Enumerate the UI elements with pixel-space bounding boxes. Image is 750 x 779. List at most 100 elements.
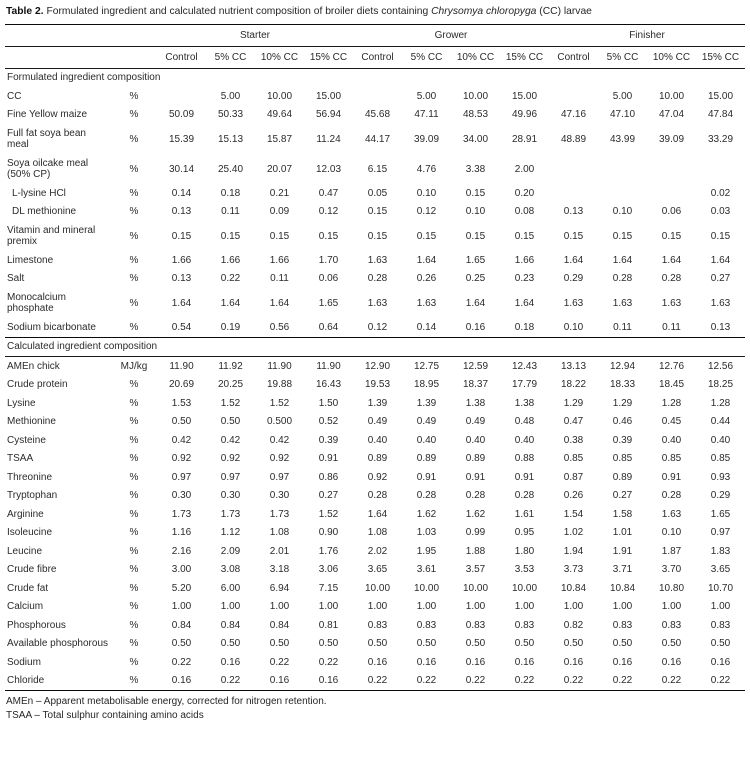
cell-value: 50.09 [168,109,195,121]
cell-value: 0.49 [465,416,486,428]
cell-value: 48.53 [462,109,489,121]
row-unit: % [129,675,139,687]
row-unit: % [129,90,139,102]
cell-value: 0.15 [563,230,584,242]
table-row: Threonine% 0.97 0.97 0.97 0.86 0.92 0.91 0.91 0.… [5,468,745,487]
cell-value: 0.45 [661,416,682,428]
cell-value: 0.16 [661,656,682,668]
cell-value: 44.17 [364,133,391,145]
cell-value: 39.09 [413,133,440,145]
row-label: Isoleucine [7,527,53,539]
cell-value: 1.64 [171,297,192,309]
cell-value: 0.16 [514,656,535,668]
cell-value: 18.25 [707,379,734,391]
cell-value: 1.65 [318,297,339,309]
cell-value: 0.22 [171,656,192,668]
diet-table-body: Formulated ingredient composition CC% 5.00… [5,68,745,691]
column-subheader: Control [353,46,402,69]
cell-value: 0.85 [612,453,633,465]
cell-value: 0.12 [416,206,437,218]
cell-value: 0.89 [612,471,633,483]
cell-value: 47.04 [658,109,685,121]
cell-value: 3.00 [171,564,192,576]
row-label: Limestone [7,254,54,266]
cell-value: 0.87 [563,471,584,483]
cell-value: 0.09 [269,206,290,218]
cell-value [598,154,647,184]
cell-value: 0.22 [661,675,682,687]
cell-value: 10.00 [658,90,685,102]
cell-value: 1.00 [220,601,241,613]
cell-value: 12.59 [462,360,489,372]
cell-value: 1.66 [220,254,241,266]
cell-value: 12.56 [707,360,734,372]
column-group-starter: Starter [157,24,353,47]
cell-value: 11.92 [218,360,243,372]
column-subheader: 10% CC [451,46,500,69]
cell-value [549,184,598,203]
cell-value: 1.28 [661,397,682,409]
cell-value: 0.20 [514,187,535,199]
cell-value: 1.58 [612,508,633,520]
cell-value [353,87,402,106]
cell-value: 1.00 [367,601,388,613]
cell-value: 6.94 [269,582,290,594]
row-label: Methionine [7,416,56,428]
cell-value: 0.48 [514,416,535,428]
cell-value: 3.71 [612,564,633,576]
table-row: Salt% 0.13 0.22 0.11 0.06 0.28 0.26 0.25 0.23 0.2… [5,270,745,289]
cell-value: 3.61 [416,564,437,576]
row-unit: % [129,133,139,145]
table-row: Crude protein% 20.69 20.25 19.88 16.43 19.53 1… [5,376,745,395]
cell-value: 0.38 [563,434,584,446]
cell-value: 0.16 [612,656,633,668]
row-label: Leucine [7,545,43,557]
table-row: Methionine% 0.50 0.50 0.500 0.52 0.49 0.49 0.49… [5,413,745,432]
cell-value: 0.92 [220,453,241,465]
cell-value: 0.27 [710,273,731,285]
cell-value: 1.62 [416,508,437,520]
cell-value: 2.00 [514,163,535,175]
cell-value: 1.64 [465,297,486,309]
cell-value: 1.70 [318,254,339,266]
cell-value: 18.37 [462,379,489,391]
row-unit: % [129,321,139,333]
table-row: Cysteine% 0.42 0.42 0.42 0.39 0.40 0.40 0.40 0.4… [5,431,745,450]
cell-value: 0.86 [318,471,339,483]
cell-value: 1.38 [514,397,535,409]
row-unit: % [129,230,139,242]
cell-value: 1.38 [465,397,486,409]
cell-value: 1.73 [171,508,192,520]
cell-value: 0.11 [662,321,681,333]
cell-value: 4.76 [416,163,437,175]
cell-value: 1.61 [514,508,535,520]
footnote-tsaa: TSAA – Total sulphur containing amino ac… [6,709,204,721]
cell-value: 1.63 [710,297,731,309]
cell-value: 3.57 [465,564,486,576]
section-header-row: Formulated ingredient composition [5,68,745,87]
cell-value: 3.06 [318,564,339,576]
subcolumn-header-row: Control 5% CC 10% CC 15% CC Control 5% C… [5,46,745,69]
cell-value: 0.15 [465,230,486,242]
row-label: Soya oilcake meal (50% CP) [7,157,89,181]
cell-value: 1.64 [612,254,633,266]
cell-value: 1.28 [710,397,731,409]
cell-value: 11.90 [267,360,292,372]
cell-value: 16.43 [315,379,342,391]
cell-value: 0.42 [171,434,192,446]
cell-value: 12.90 [364,360,391,372]
cell-value: 0.500 [266,416,293,428]
cell-value: 12.76 [658,360,685,372]
cell-value: 15.00 [707,90,734,102]
cell-value: 1.65 [465,254,486,266]
diet-table: Starter Grower Finisher Control 5% CC 10… [5,23,745,692]
cell-value: 1.66 [171,254,192,266]
cell-value: 0.10 [612,206,633,218]
cell-value: 0.10 [465,206,486,218]
cell-value: 20.25 [217,379,244,391]
cell-value: 1.64 [220,297,241,309]
row-unit: % [129,527,139,539]
cell-value: 48.89 [560,133,587,145]
cell-value: 0.22 [269,656,290,668]
cell-value: 0.50 [171,638,192,650]
